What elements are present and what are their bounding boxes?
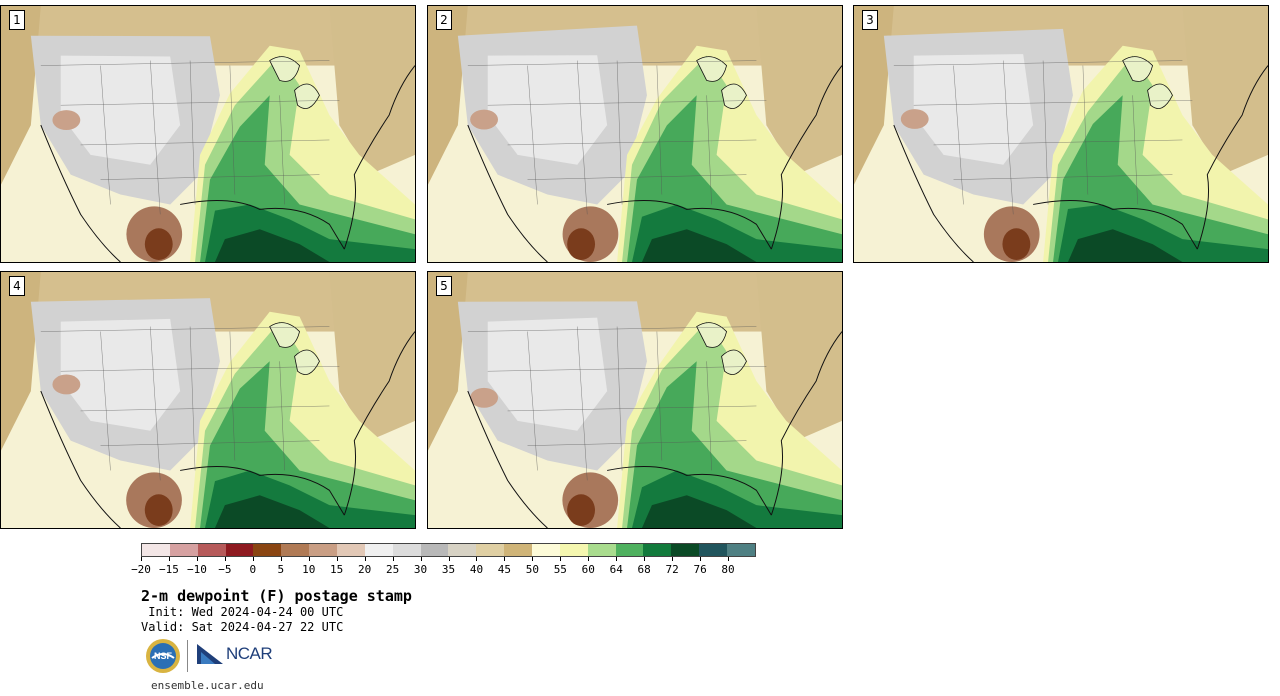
colorbar-tick-label: 0 [249, 563, 257, 576]
ncar-logo-text: NCAR [226, 644, 273, 663]
map-title: 2-m dewpoint (F) postage stamp [141, 587, 412, 605]
colorbar-swatch [197, 544, 226, 556]
colorbar-swatch [281, 544, 310, 556]
colorbar-swatch [532, 544, 560, 556]
colorbar-tick [224, 557, 226, 561]
colorbar-tick [196, 557, 198, 561]
colorbar-tick-label: 15 [330, 563, 344, 576]
colorbar-swatch [671, 544, 700, 556]
colorbar-tick-label: 20 [358, 563, 372, 576]
colorbar-tick [616, 557, 618, 561]
colorbar-tick [504, 557, 506, 561]
colorbar-tick-label: 30 [413, 563, 428, 576]
colorbar-swatch [587, 544, 616, 556]
ncar-logo: NCAR [197, 642, 273, 666]
colorbar-tick [280, 557, 282, 561]
colorbar-swatch [253, 544, 282, 556]
colorbar-tick-label: 55 [553, 563, 567, 576]
colorbar-tick-label: 60 [581, 563, 595, 576]
colorbar-tick [392, 557, 394, 561]
stamp-number: 3 [862, 10, 878, 30]
colorbar-tick [364, 557, 366, 561]
colorbar-tick [672, 557, 674, 561]
colorbar-tick [308, 557, 310, 561]
colorbar-swatch [559, 544, 588, 556]
colorbar-tick [336, 557, 338, 561]
colorbar-tick [532, 557, 534, 561]
colorbar-tick-label: 45 [497, 563, 512, 576]
stamp-number: 2 [436, 10, 452, 30]
colorbar-swatch [448, 544, 477, 556]
colorbar-swatch [169, 544, 198, 556]
stamp-panel-3: 3 [853, 5, 1269, 263]
ncar-mountain-icon [197, 644, 223, 664]
colorbar-tick-label: 76 [693, 563, 707, 576]
colorbar-swatch [142, 544, 170, 556]
colorbar-swatch [309, 544, 338, 556]
colorbar-tick-label: 72 [665, 563, 679, 576]
colorbar-tick [644, 557, 646, 561]
colorbar-tick-label: −20 [131, 563, 151, 576]
stamp-panel-2: 2 [427, 5, 843, 263]
colorbar-tick-label: 5 [277, 563, 285, 576]
site-url: ensemble.ucar.edu [151, 679, 264, 692]
colorbar-tick-label: 25 [385, 563, 400, 576]
stamp-panel-5: 5 [427, 271, 843, 529]
colorbar-tick [252, 557, 254, 561]
colorbar-swatch [392, 544, 421, 556]
colorbar-tick [560, 557, 562, 561]
colorbar-tick-label: 80 [721, 563, 735, 576]
colorbar-swatch [643, 544, 672, 556]
colorbar-tick-label: −15 [159, 563, 179, 576]
colorbar-swatch [364, 544, 393, 556]
stamp-number: 1 [9, 10, 25, 30]
colorbar-tick [700, 557, 702, 561]
dewpoint-map [428, 272, 842, 528]
dewpoint-map [1, 6, 415, 262]
dewpoint-map [428, 6, 842, 262]
colorbar-tick [728, 557, 730, 561]
colorbar-tick [448, 557, 450, 561]
colorbar-tick-label: −5 [218, 563, 232, 576]
colorbar-tick [141, 557, 142, 561]
nsf-logo-text: NSF [154, 651, 173, 661]
nsf-logo: NSF [146, 639, 180, 673]
dewpoint-map [854, 6, 1268, 262]
colorbar-tick-label: 10 [302, 563, 316, 576]
colorbar-tick-label: −10 [186, 563, 207, 576]
colorbar-swatch [504, 544, 533, 556]
colorbar-swatch [225, 544, 254, 556]
colorbar-tick-label: 64 [609, 563, 623, 576]
colorbar-tick [168, 557, 170, 561]
colorbar-tick [588, 557, 590, 561]
stamp-number: 5 [436, 276, 452, 296]
colorbar-tick-label: 50 [525, 563, 539, 576]
colorbar-tick-label: 40 [469, 563, 484, 576]
stamp-number: 4 [9, 276, 25, 296]
valid-time: Valid: Sat 2024-04-27 22 UTC [141, 620, 344, 634]
colorbar-swatch [420, 544, 449, 556]
logo-divider [187, 640, 188, 672]
colorbar-swatch [476, 544, 505, 556]
stamp-panel-4: 4 [0, 271, 416, 529]
colorbar-swatch [337, 544, 365, 556]
stamp-panel-1: 1 [0, 5, 416, 263]
colorbar [141, 543, 756, 557]
dewpoint-map [1, 272, 415, 528]
colorbar-swatch [727, 544, 755, 556]
colorbar-swatch [699, 544, 728, 556]
colorbar-tick [420, 557, 422, 561]
colorbar-ticks: −20 −15 −10 −5 0 5 10 15 20 25 30 35 40 45 50 55 60 64 68 7… [131, 557, 756, 581]
init-time: Init: Wed 2024-04-24 00 UTC [141, 605, 344, 619]
colorbar-tick-label: 35 [441, 563, 456, 576]
colorbar-tick [476, 557, 478, 561]
colorbar-tick-label: 68 [637, 563, 651, 576]
colorbar-swatch [615, 544, 644, 556]
